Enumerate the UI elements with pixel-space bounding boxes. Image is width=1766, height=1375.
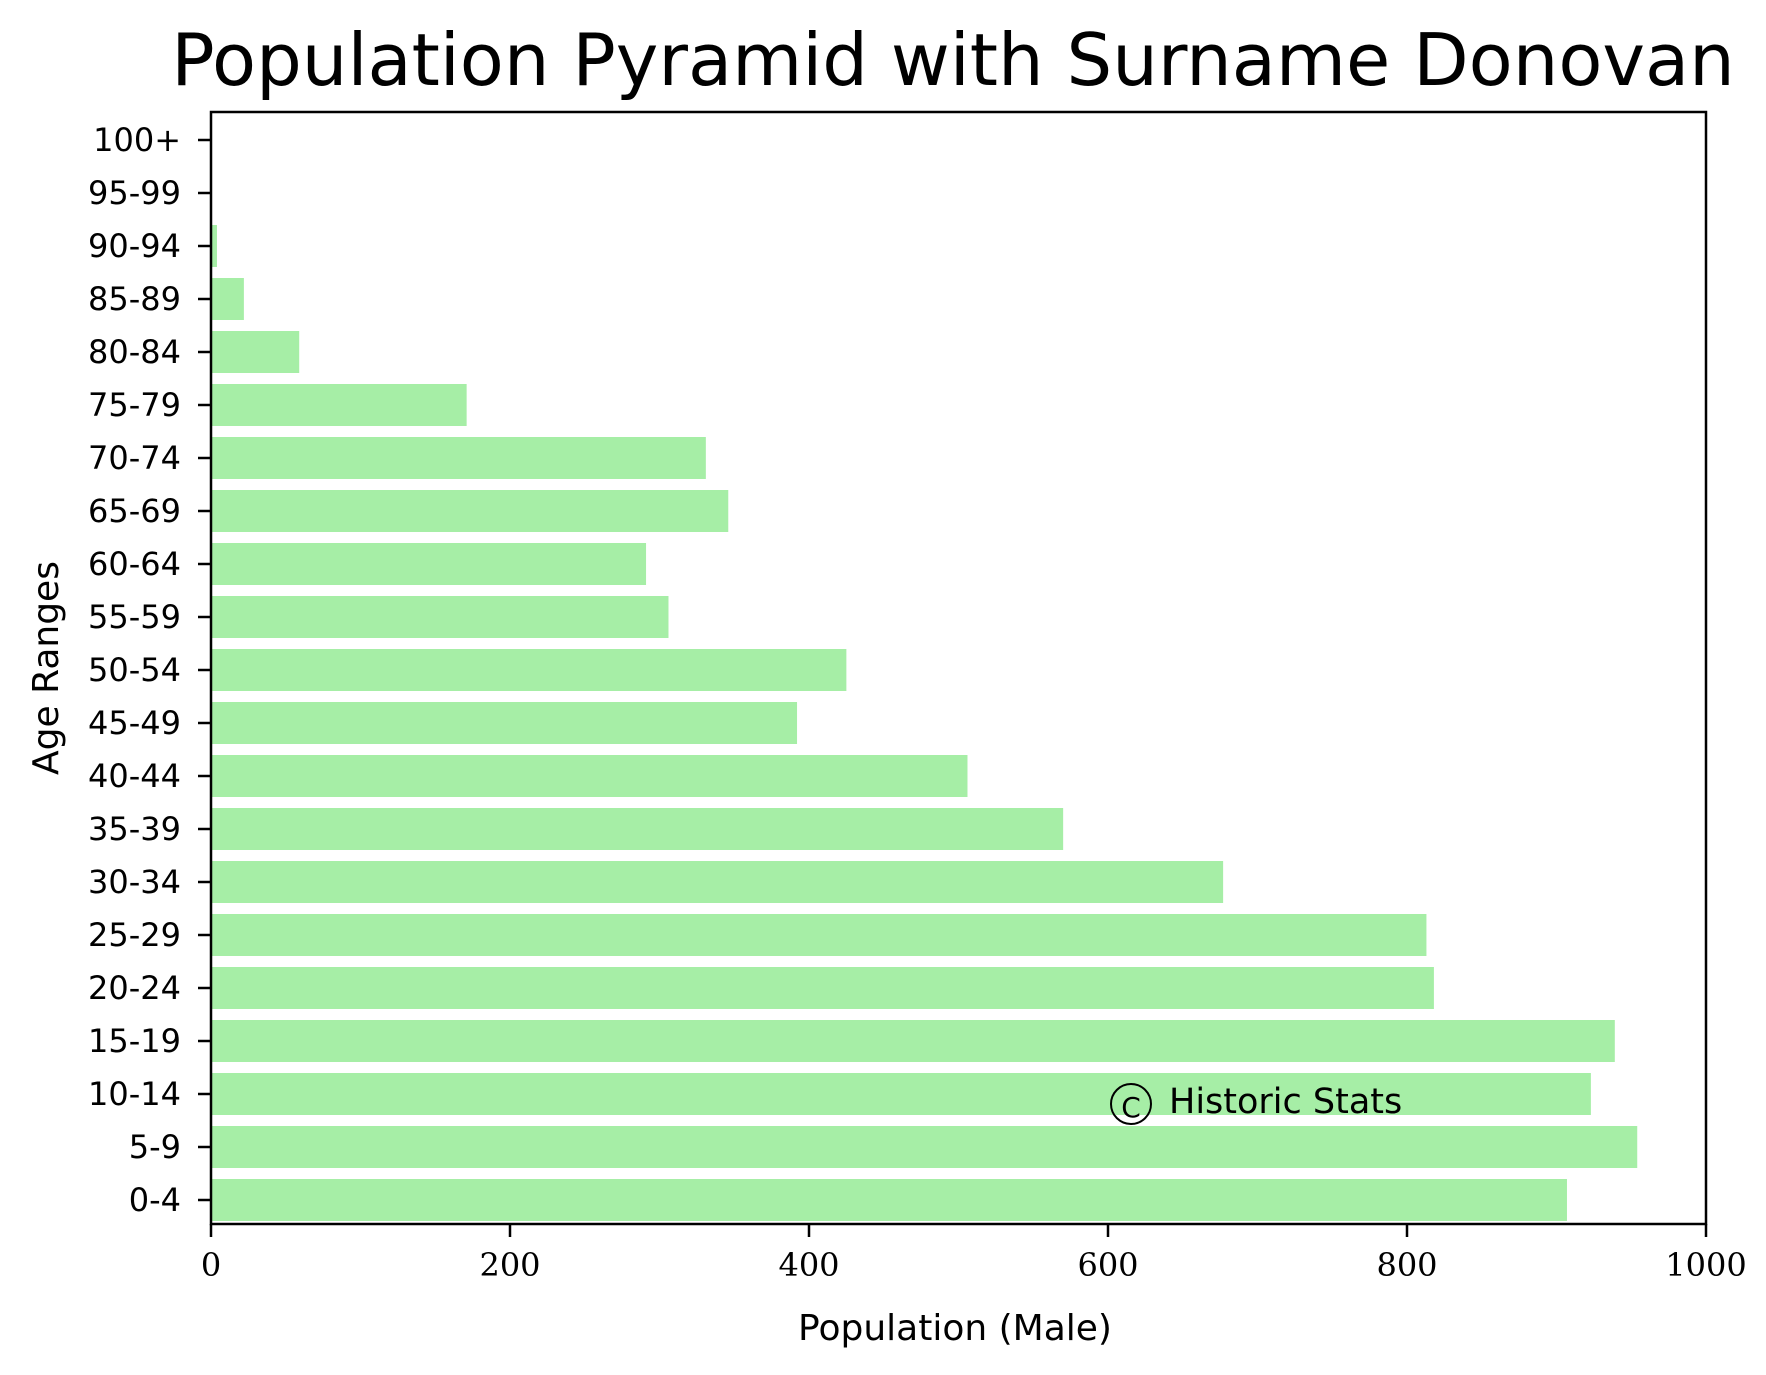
bar-75-79	[211, 384, 467, 426]
bar-35-39	[211, 808, 1064, 850]
plot-frame	[209, 110, 1708, 1226]
bar-90-94	[211, 225, 217, 267]
bar-0-4	[211, 1179, 1567, 1221]
bar-55-59	[211, 596, 669, 638]
bar-40-44	[211, 755, 968, 797]
bar-85-89	[211, 278, 244, 320]
x-tick-label: 200	[479, 1246, 540, 1284]
y-tick-label: 75-79	[88, 386, 181, 424]
y-tick-label: 95-99	[88, 174, 181, 212]
x-tick-label: 600	[1077, 1246, 1138, 1284]
y-axis-ticks: 0-4 5-9 10-14 15-19 20-24 25-29 30-34 35-39 40-4…	[88, 121, 211, 1219]
y-tick-label: 50-54	[88, 651, 181, 689]
bar-70-74	[211, 437, 706, 479]
x-tick-label: 1000	[1665, 1246, 1746, 1284]
x-tick-label: 400	[778, 1246, 839, 1284]
y-tick-label: 80-84	[88, 333, 181, 371]
y-tick-label: 45-49	[88, 704, 181, 742]
y-tick-label: 85-89	[88, 280, 181, 318]
x-axis-ticks: 0 200 400 600 800 1000	[201, 1224, 1747, 1284]
bar-20-24	[211, 967, 1434, 1009]
x-axis-label: Population (Male)	[798, 1308, 1112, 1349]
bar-5-9	[211, 1126, 1638, 1168]
y-tick-label: 55-59	[88, 598, 181, 636]
y-tick-label: 60-64	[88, 545, 181, 583]
y-tick-label: 35-39	[88, 810, 181, 848]
y-tick-label: 30-34	[88, 863, 181, 901]
y-tick-label: 70-74	[88, 439, 181, 477]
x-tick-label: 800	[1376, 1246, 1437, 1284]
y-tick-label: 0-4	[129, 1181, 181, 1219]
copyright-icon	[1110, 1083, 1152, 1125]
y-tick-label: 40-44	[88, 757, 181, 795]
watermark-text: Historic Stats	[1169, 1082, 1402, 1122]
bar-10-14	[211, 1073, 1591, 1115]
y-tick-label: 25-29	[88, 916, 181, 954]
watermark: C Historic Stats	[1110, 1082, 1402, 1125]
bar-30-34	[211, 861, 1224, 903]
y-tick-label: 15-19	[88, 1022, 181, 1060]
bar-25-29	[211, 914, 1427, 956]
y-axis-label: Age Ranges	[26, 561, 67, 775]
bar-50-54	[211, 649, 847, 691]
copyright-symbol: C	[1121, 1091, 1141, 1124]
bar-80-84	[211, 331, 300, 373]
y-tick-label: 5-9	[129, 1128, 181, 1166]
bar-15-19	[211, 1020, 1615, 1062]
y-tick-label: 90-94	[88, 227, 181, 265]
bars-group	[211, 225, 1638, 1221]
y-tick-label: 65-69	[88, 492, 181, 530]
bar-45-49	[211, 702, 798, 744]
x-tick-label: 0	[201, 1246, 221, 1284]
bar-60-64	[211, 543, 647, 585]
chart-title: Population Pyramid with Surname Donovan	[171, 18, 1735, 102]
y-tick-label: 100+	[93, 121, 181, 159]
y-tick-label: 20-24	[88, 969, 181, 1007]
bar-65-69	[211, 490, 729, 532]
y-tick-label: 10-14	[88, 1075, 181, 1113]
